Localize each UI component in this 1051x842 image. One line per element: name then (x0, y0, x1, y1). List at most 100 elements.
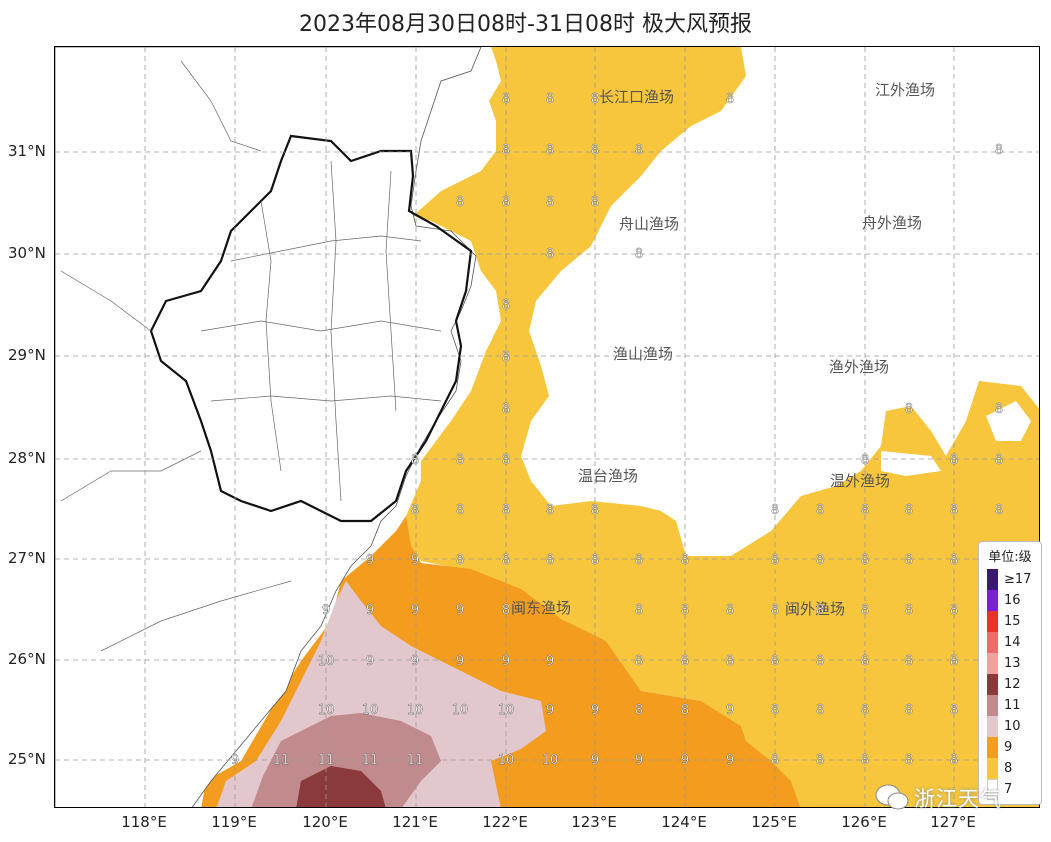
level-7-hole-1 (986, 401, 1031, 441)
wind-value: 8 (411, 453, 419, 468)
wind-value: 8 (456, 553, 464, 568)
wind-value: 8 (502, 453, 510, 468)
level-12-area (296, 766, 386, 807)
wind-value: 8 (546, 503, 554, 518)
lat-label-31: 31°N (8, 142, 46, 160)
wind-map: 长江口渔场 江外渔场 舟山渔场 舟外渔场 渔山渔场 渔外渔场 温台渔场 温外渔场… (55, 47, 1039, 807)
lat-label-26: 26°N (8, 650, 46, 668)
wind-value: 9 (546, 703, 554, 718)
lat-label-30: 30°N (8, 244, 46, 262)
wind-value: 9 (726, 753, 734, 768)
wind-value: 9 (546, 654, 554, 669)
wind-value: 8 (456, 195, 464, 210)
wind-value: 10 (498, 753, 515, 768)
wind-value: 8 (502, 298, 510, 313)
wind-value: 8 (816, 753, 824, 768)
wind-value: 8 (456, 453, 464, 468)
legend-row: 10 (987, 716, 1041, 737)
wind-value: 8 (861, 654, 869, 669)
wind-value: 11 (273, 753, 290, 768)
wind-value: 8 (905, 553, 913, 568)
legend-row: 15 (987, 611, 1041, 632)
legend-row: 16 (987, 590, 1041, 611)
legend-label: 9 (1004, 740, 1013, 755)
wind-value: 8 (546, 247, 554, 262)
wind-value: 8 (861, 753, 869, 768)
wind-value: 9 (502, 654, 510, 669)
wind-value: 8 (995, 503, 1003, 518)
wind-value: 10 (318, 654, 335, 669)
wind-value: 10 (318, 703, 335, 718)
wind-value: 10 (542, 753, 559, 768)
wind-value: 9 (411, 654, 419, 669)
legend-label: 16 (1004, 593, 1021, 608)
wind-value: 8 (816, 654, 824, 669)
wind-value: 8 (681, 654, 689, 669)
wind-value: 8 (726, 603, 734, 618)
legend-label: 14 (1004, 635, 1021, 650)
wind-value: 8 (502, 195, 510, 210)
wind-value: 8 (681, 703, 689, 718)
label-wenwai: 温外渔场 (830, 472, 890, 490)
legend-row: 9 (987, 737, 1041, 758)
legend-swatch (987, 758, 998, 779)
lat-label-25: 25°N (8, 750, 46, 768)
label-yushan: 渔山渔场 (613, 345, 673, 363)
wind-value: 8 (905, 603, 913, 618)
wind-value: 8 (635, 603, 643, 618)
legend-label: 13 (1004, 656, 1021, 671)
lon-label-123: 123°E (571, 813, 617, 831)
wind-value: 8 (950, 503, 958, 518)
lat-label-28: 28°N (8, 449, 46, 467)
map-title: 2023年08月30日08时-31日08时 极大风预报 (299, 12, 752, 37)
wind-value: 8 (681, 603, 689, 618)
wind-value: 8 (546, 553, 554, 568)
wind-value: 8 (950, 703, 958, 718)
lon-label-121: 121°E (392, 813, 438, 831)
wind-value: 10 (498, 703, 515, 718)
wind-value: 8 (546, 195, 554, 210)
wind-value: 8 (816, 503, 824, 518)
map-area: 长江口渔场 江外渔场 舟山渔场 舟外渔场 渔山渔场 渔外渔场 温台渔场 温外渔场… (54, 46, 1040, 808)
wind-value: 8 (950, 553, 958, 568)
lat-label-27: 27°N (8, 549, 46, 567)
fishing-ground-labels: 长江口渔场 江外渔场 舟山渔场 舟外渔场 渔山渔场 渔外渔场 温台渔场 温外渔场… (511, 81, 935, 618)
wind-value: 8 (771, 603, 779, 618)
wind-value: 9 (591, 753, 599, 768)
wind-value: 9 (681, 753, 689, 768)
wind-value: 10 (362, 703, 379, 718)
wind-value: 9 (366, 654, 374, 669)
wind-value: 8 (726, 92, 734, 107)
wind-value: 8 (950, 654, 958, 669)
legend-row: 11 (987, 695, 1041, 716)
legend-title: 单位:级 (988, 550, 1032, 565)
wind-value: 10 (452, 703, 469, 718)
wind-value: 8 (681, 553, 689, 568)
wind-value: 8 (591, 503, 599, 518)
wind-value: 11 (407, 753, 424, 768)
wind-value: 8 (905, 402, 913, 417)
legend-swatch (987, 737, 998, 758)
lon-label-122: 122°E (482, 813, 528, 831)
label-changjiangkou: 长江口渔场 (599, 88, 674, 106)
legend-row: 12 (987, 674, 1041, 695)
wind-value: 8 (591, 195, 599, 210)
wind-value: 9 (366, 553, 374, 568)
wind-value: 8 (861, 503, 869, 518)
legend-label: 11 (1004, 698, 1021, 713)
wind-value: 8 (502, 553, 510, 568)
label-wentai: 温台渔场 (578, 467, 638, 485)
wind-value: 8 (635, 247, 643, 262)
wind-value: 8 (771, 553, 779, 568)
wind-value: 8 (635, 703, 643, 718)
legend-swatch (987, 695, 998, 716)
wind-value: 8 (950, 603, 958, 618)
lat-lon-grid (55, 47, 1039, 807)
wind-value: 8 (861, 603, 869, 618)
lon-label-118: 118°E (121, 813, 167, 831)
wind-value: 8 (816, 603, 824, 618)
wind-value: 9 (635, 753, 643, 768)
wind-value: 9 (456, 603, 464, 618)
wind-value: 8 (771, 654, 779, 669)
wind-value: 11 (318, 753, 335, 768)
